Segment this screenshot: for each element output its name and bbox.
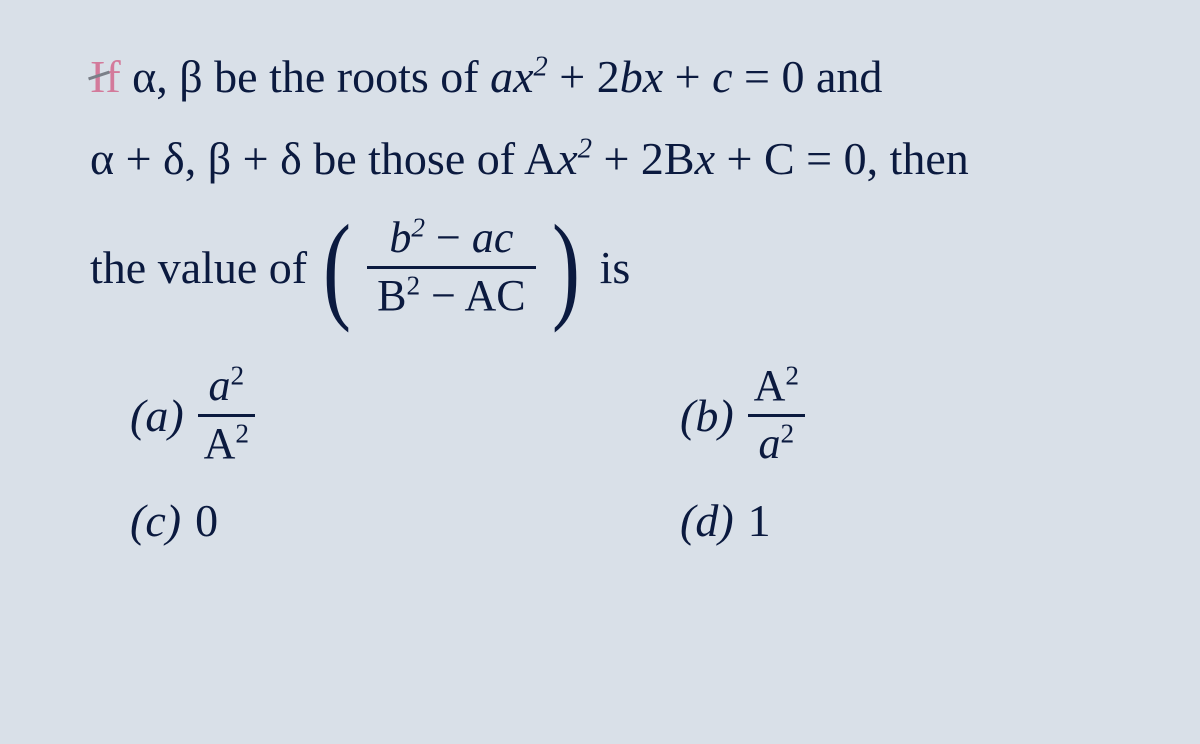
fraction-bar <box>367 266 536 269</box>
option-c-value: 0 <box>195 494 218 547</box>
den-B: B2 <box>377 271 420 320</box>
num-b-sup: 2 <box>411 213 425 243</box>
eq1-plus-c: + <box>663 51 712 102</box>
option-d-value: 1 <box>748 494 771 547</box>
is-text: is <box>600 241 631 294</box>
eq1-b: b <box>620 51 643 102</box>
num-minus: − <box>425 213 472 262</box>
option-b-fraction: A2 a2 <box>748 361 805 469</box>
option-b[interactable]: (b) A2 a2 <box>680 361 1020 469</box>
fraction-numerator: b2 − ac <box>379 213 523 264</box>
option-b-num-sup: 2 <box>785 361 799 391</box>
expression-row: the value of ( b2 − ac B2 − AC ) is <box>90 213 1136 321</box>
eq1-x2-sup: 2 <box>534 52 548 83</box>
option-c[interactable]: (c) 0 <box>130 494 470 547</box>
den-B-base: B <box>377 271 406 320</box>
option-a-den: A2 <box>198 419 255 470</box>
option-a[interactable]: (a) a2 A2 <box>130 361 470 469</box>
option-a-num-sup: 2 <box>231 361 245 391</box>
line2-prefix: α + δ, β + δ be those of A <box>90 133 557 184</box>
option-b-den: a2 <box>753 419 801 470</box>
word-if: If <box>90 40 121 114</box>
option-c-label: (c) <box>130 494 181 547</box>
line2-mid: + 2B <box>592 133 695 184</box>
eq1-x: x <box>643 51 663 102</box>
question-line-2: α + δ, β + δ be those of Ax2 + 2Bx + C =… <box>90 122 1136 196</box>
question-line-1: If α, β be the roots of ax2 + 2bx + c = … <box>90 40 1136 114</box>
den-B-sup: 2 <box>406 270 420 300</box>
main-fraction: b2 − ac B2 − AC <box>367 213 536 321</box>
option-a-num: a2 <box>203 361 251 412</box>
eq1-rhs: = 0 and <box>733 51 883 102</box>
eq1-a: a <box>490 51 513 102</box>
eq1-plus-2: + 2 <box>548 51 620 102</box>
line2-end: + C = 0, then <box>715 133 969 184</box>
options-grid: (a) a2 A2 (b) A2 a2 (c) 0 (d) 1 <box>130 361 1136 546</box>
line1-text: α, β be the roots of <box>121 51 490 102</box>
line2-x2: x2 <box>557 133 592 184</box>
left-paren: ( <box>323 222 351 312</box>
option-a-label: (a) <box>130 389 184 442</box>
num-b-base: b <box>389 213 411 262</box>
option-a-den-base: A <box>204 419 236 468</box>
math-question-page: If α, β be the roots of ax2 + 2bx + c = … <box>0 0 1200 744</box>
option-d-label: (d) <box>680 494 734 547</box>
option-b-den-base: a <box>759 419 781 468</box>
line2-x2-sup: 2 <box>578 133 592 164</box>
option-b-den-sup: 2 <box>781 418 795 448</box>
num-ac: ac <box>472 213 514 262</box>
option-a-bar <box>198 414 255 417</box>
line2-x2-base: x <box>557 133 577 184</box>
den-minus-AC: − AC <box>420 271 526 320</box>
option-b-num: A2 <box>748 361 805 412</box>
eq1-c: c <box>712 51 732 102</box>
option-a-num-base: a <box>209 361 231 410</box>
option-b-label: (b) <box>680 389 734 442</box>
eq1-x2-base: x <box>513 51 533 102</box>
option-b-bar <box>748 414 805 417</box>
option-b-num-base: A <box>754 361 786 410</box>
right-paren: ) <box>552 222 580 312</box>
value-of-text: the value of <box>90 241 307 294</box>
option-a-fraction: a2 A2 <box>198 361 255 469</box>
line2-x: x <box>695 133 715 184</box>
option-d[interactable]: (d) 1 <box>680 494 1020 547</box>
num-b: b2 <box>389 213 425 262</box>
fraction-denominator: B2 − AC <box>367 271 536 322</box>
eq1-x2: x2 <box>513 51 548 102</box>
option-a-den-sup: 2 <box>235 418 249 448</box>
